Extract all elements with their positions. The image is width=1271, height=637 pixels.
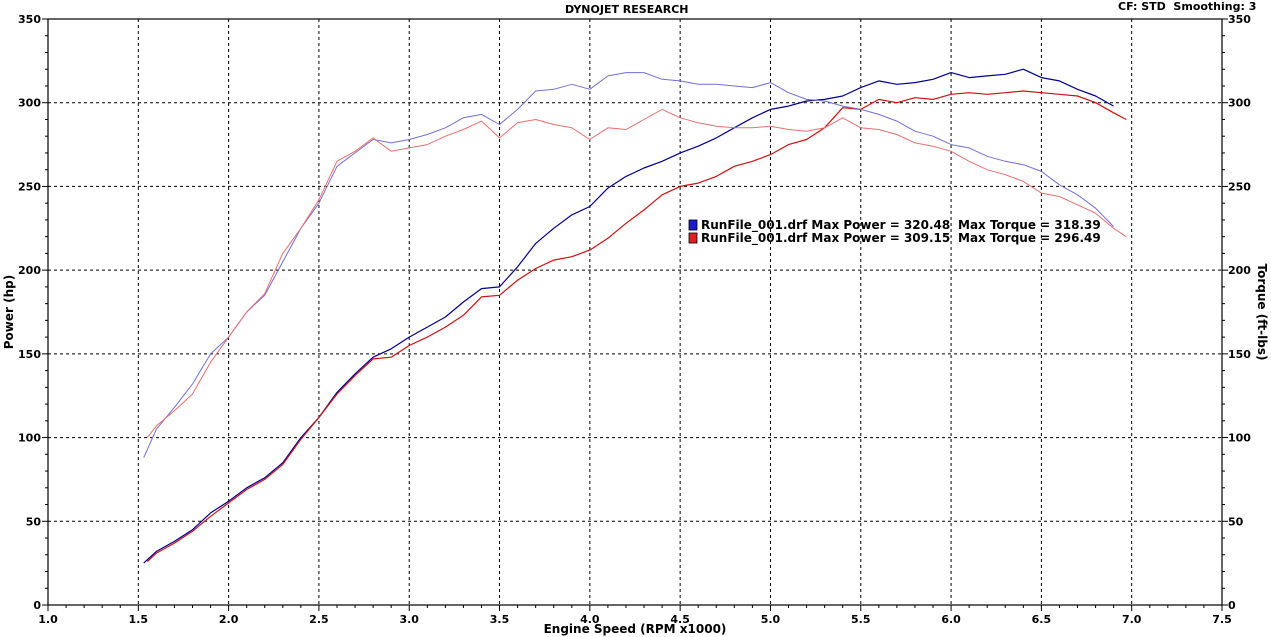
y-tick-label: 350 — [18, 13, 41, 26]
x-tick-label: 5.0 — [761, 613, 781, 626]
x-axis-label: Engine Speed (RPM x1000) — [544, 622, 727, 636]
x-tick-label: 2.0 — [219, 613, 239, 626]
y-axis-left: 0 50 100 150 200 250 300 350 — [18, 13, 48, 612]
y2-tick-label: 250 — [1228, 180, 1251, 193]
grid-lines — [48, 19, 1222, 605]
legend-torque-label: Max Torque = 318.39 — [958, 218, 1101, 232]
y2-tick-label: 100 — [1228, 432, 1251, 445]
y2-tick-label: 50 — [1228, 515, 1244, 528]
y-axis-label: Power (hp) — [2, 275, 16, 349]
x-tick-label: 5.5 — [851, 613, 871, 626]
x-tick-label: 2.5 — [309, 613, 329, 626]
legend-torque-label: Max Torque = 296.49 — [958, 231, 1101, 245]
power-series-line-1 — [143, 68, 1114, 564]
y2-tick-label: 0 — [1228, 599, 1236, 612]
y-tick-label: 250 — [18, 180, 41, 193]
chart-title-text: DYNOJET RESEARCH — [565, 3, 689, 16]
legend-label: RunFile_001.drf Max Power = 320.48 — [701, 218, 950, 233]
y-tick-label: 300 — [18, 97, 41, 110]
y-tick-label: 0 — [33, 599, 41, 612]
x-tick-label: 1.5 — [129, 613, 149, 626]
y-tick-label: 150 — [18, 348, 41, 361]
x-tick-label: 1.0 — [38, 613, 58, 626]
x-tick-label: 4.5 — [670, 613, 690, 626]
correction-smoothing-text: CF: STD Smoothing: 3 — [1118, 0, 1257, 13]
torque-series-line-3 — [143, 72, 1114, 458]
legend: RunFile_001.drf Max Power = 320.48 Max To… — [688, 218, 1101, 246]
x-axis: 1.0 1.5 2.0 2.5 3.0 3.5 4.0 4.5 5.0 5.5 6.0 6.5 7.0 7… — [38, 605, 1232, 626]
y2-axis-label: Torque (ft-lbs) — [1255, 264, 1269, 361]
y-tick-label: 50 — [26, 515, 42, 528]
series-layer — [143, 68, 1127, 564]
legend-swatch — [688, 219, 698, 231]
y2-tick-label: 350 — [1228, 13, 1251, 26]
y2-tick-label: 200 — [1228, 264, 1251, 277]
power-series-line-2 — [146, 90, 1127, 562]
x-tick-label: 6.0 — [941, 613, 961, 626]
y-axis-right: 0 50 100 150 200 250 300 350 — [1222, 13, 1251, 612]
x-tick-label: 3.0 — [399, 613, 419, 626]
x-tick-label: 4.0 — [580, 613, 600, 626]
plot-frame — [47, 18, 1223, 606]
y-tick-label: 200 — [18, 264, 41, 277]
y-tick-label: 100 — [18, 432, 41, 445]
legend-label: RunFile_001.drf Max Power = 309.15 — [701, 231, 950, 246]
y2-tick-label: 300 — [1228, 97, 1251, 110]
x-tick-label: 7.0 — [1122, 613, 1142, 626]
torque-series-line-4 — [146, 108, 1127, 438]
x-tick-label: 3.5 — [490, 613, 510, 626]
x-tick-label: 6.5 — [1032, 613, 1052, 626]
x-tick-label: 7.5 — [1212, 613, 1232, 626]
legend-swatch — [688, 232, 698, 244]
y2-tick-label: 150 — [1228, 348, 1251, 361]
